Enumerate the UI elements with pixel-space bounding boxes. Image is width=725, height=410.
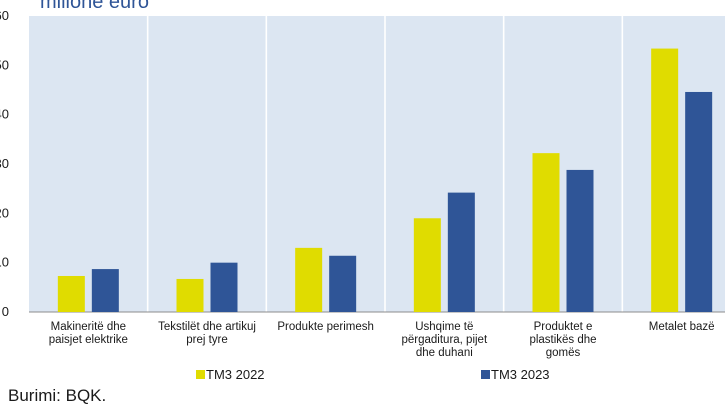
- bar-tm3-2023: [91, 269, 119, 312]
- bar-tm3-2022: [57, 275, 85, 312]
- x-category-label: Produktet e plastikës dhe gomës: [529, 321, 596, 359]
- y-tick-label: 50: [0, 57, 9, 72]
- y-tick-label: 0: [2, 304, 9, 319]
- y-tick-label: 20: [0, 205, 9, 220]
- y-tick-label: 30: [0, 156, 9, 171]
- bar-tm3-2023: [566, 169, 594, 312]
- bar-tm3-2023: [329, 255, 357, 312]
- legend-label: TM3 2022: [206, 367, 265, 382]
- x-category-label: Makineritë dhe paisjet elektrike: [49, 321, 128, 346]
- y-tick-label: 60: [0, 8, 9, 23]
- source-note: Burimi: BQK.: [8, 386, 107, 405]
- y-tick-label: 40: [0, 107, 9, 122]
- bar-tm3-2022: [532, 153, 560, 312]
- unit-label: milionë euro: [40, 0, 149, 13]
- legend-swatch: [196, 370, 205, 379]
- y-tick-label: 10: [0, 255, 9, 270]
- bar-tm3-2022: [176, 278, 204, 312]
- bar-tm3-2022: [413, 218, 441, 312]
- x-category-label: Produkte perimesh: [277, 321, 374, 333]
- x-category-label: Tekstilët dhe artikuj prej tyre: [158, 321, 256, 346]
- legend-label: TM3 2023: [491, 367, 550, 382]
- bar-tm3-2023: [447, 192, 475, 312]
- legend-swatch: [481, 370, 490, 379]
- bar-tm3-2023: [685, 91, 713, 313]
- plot-area: [29, 16, 725, 312]
- x-category-label: Ushqime të përgaditura, pijet dhe duhani: [401, 321, 487, 359]
- bar-tm3-2022: [295, 247, 323, 312]
- bar-tm3-2023: [210, 262, 238, 312]
- bar-tm3-2022: [651, 48, 679, 313]
- x-category-label: Metalet bazë: [649, 321, 715, 333]
